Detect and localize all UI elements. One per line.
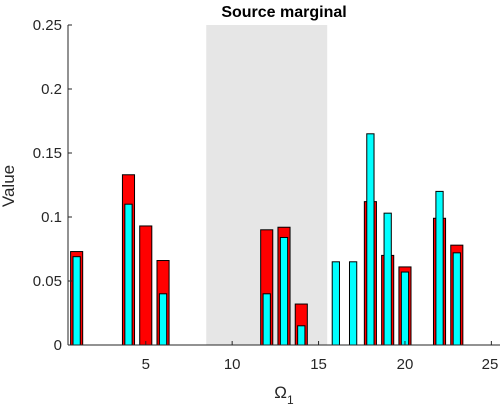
bar-series-2-x-20 bbox=[400, 271, 410, 346]
axes-group bbox=[67, 25, 500, 346]
bar-series-2-x-13 bbox=[279, 236, 289, 346]
bar-series-2-x-18 bbox=[366, 133, 375, 346]
x-tick-label: 10 bbox=[224, 356, 241, 373]
x-axis-label: Ω1 bbox=[274, 383, 294, 407]
bar-series-2-x-4 bbox=[124, 203, 133, 346]
x-tick-label: 15 bbox=[310, 356, 327, 373]
bar-series-2-x-16 bbox=[331, 261, 340, 346]
y-tick-label: 0.2 bbox=[41, 81, 62, 98]
x-axis-label-main: Ω bbox=[274, 383, 287, 402]
y-tick-label: 0 bbox=[54, 337, 62, 354]
y-tick-label: 0.15 bbox=[33, 145, 62, 162]
bar-series-2-x-22 bbox=[435, 190, 444, 346]
x-axis-label-subscript: 1 bbox=[287, 393, 294, 407]
bar-series-2-x-19 bbox=[383, 212, 392, 346]
bar-series-2-x-1 bbox=[72, 256, 81, 346]
bar-series-2-x-14 bbox=[297, 325, 306, 346]
x-tick-label: 20 bbox=[397, 356, 414, 373]
y-tick-label: 0.25 bbox=[33, 17, 62, 34]
x-tick-label: 25 bbox=[482, 356, 499, 373]
bar-series-2-x-6 bbox=[158, 293, 168, 346]
bar-series-2-x-17 bbox=[348, 261, 358, 346]
y-axis-label: Value bbox=[0, 165, 18, 207]
y-tick-label: 0.05 bbox=[33, 273, 62, 290]
bar-series-1-x-5 bbox=[139, 225, 153, 346]
bar-series-2-x-12 bbox=[262, 293, 271, 346]
x-tick-label: 5 bbox=[142, 356, 150, 373]
y-tick-label: 0.1 bbox=[41, 209, 62, 226]
bars-group bbox=[70, 133, 464, 346]
chart-title: Source marginal bbox=[221, 4, 346, 21]
ticks-group: 0 0.05 0.1 0.15 0.2 0.25 5 10 15 20 25 bbox=[33, 17, 499, 373]
bar-series-2-x-23 bbox=[452, 252, 461, 346]
